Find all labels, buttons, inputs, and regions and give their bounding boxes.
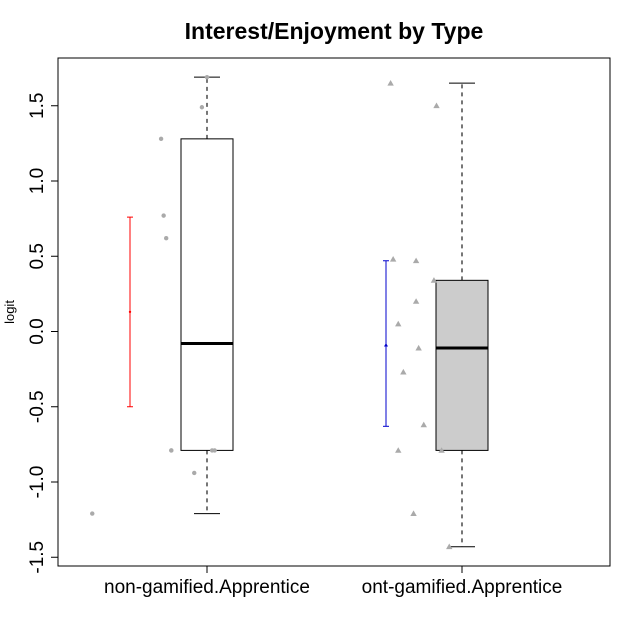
data-point: [212, 448, 217, 453]
data-point: [395, 320, 402, 327]
data-point: [90, 511, 95, 516]
plot-frame: [57, 57, 611, 567]
data-point: [199, 105, 205, 110]
y-tick-label: 1.5: [27, 93, 48, 119]
data-point: [164, 235, 169, 241]
data-point: [430, 277, 438, 283]
chart-title: Interest/Enjoyment by Type: [185, 18, 484, 44]
data-point: [192, 470, 197, 476]
y-tick-label: 0.5: [27, 243, 48, 269]
data-point: [158, 136, 164, 142]
x-category-label: non-gamified.Apprentice: [104, 577, 310, 598]
data-point: [438, 447, 445, 453]
data-point: [412, 257, 420, 264]
data-point: [161, 213, 166, 218]
data-point: [169, 448, 174, 453]
x-category-label: ont-gamified.Apprentice: [362, 577, 563, 598]
y-axis-label: logit: [2, 300, 17, 324]
error-bar-center: [128, 310, 132, 314]
data-point: [389, 256, 397, 262]
data-point: [433, 102, 440, 109]
data-point: [387, 79, 394, 86]
data-point: [395, 447, 402, 453]
y-tick-label: 0.0: [27, 318, 48, 344]
data-point: [400, 368, 407, 375]
data-point: [415, 344, 422, 351]
iqr-box: [435, 279, 489, 451]
data-point: [410, 510, 417, 517]
data-point: [446, 543, 453, 550]
y-tick-label: -1.5: [27, 541, 48, 574]
data-point: [420, 421, 427, 428]
data-point: [412, 298, 420, 304]
error-bar-center: [384, 343, 388, 347]
y-tick-label: -0.5: [27, 390, 48, 423]
y-tick-label: 1.0: [27, 168, 48, 194]
iqr-box: [180, 138, 234, 451]
data-point: [204, 74, 210, 80]
y-tick-label: -1.0: [27, 466, 48, 499]
